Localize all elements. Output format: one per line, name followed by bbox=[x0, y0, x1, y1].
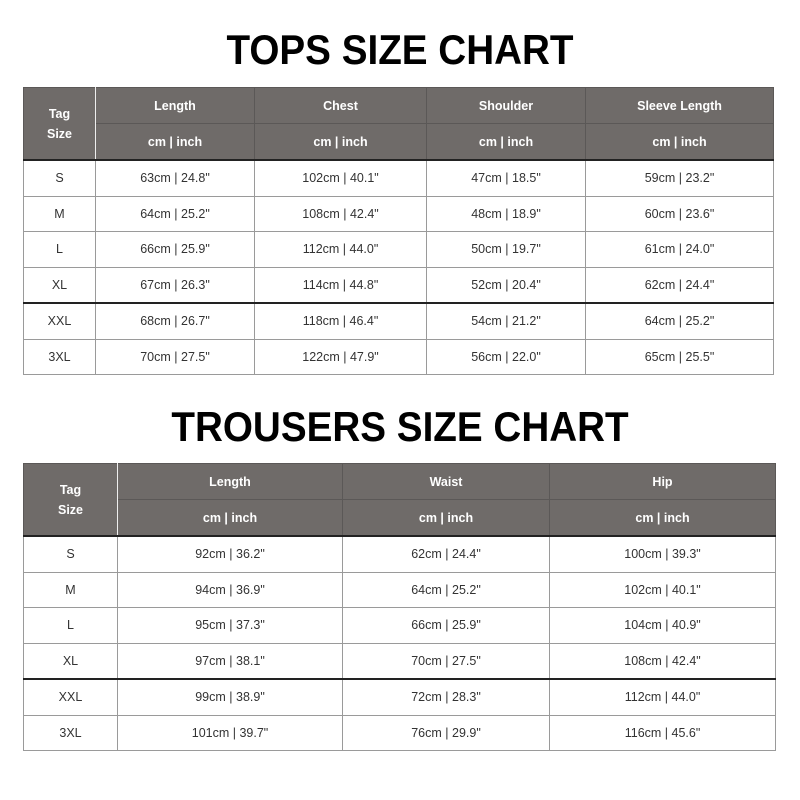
measurement-cell: 65cm | 25.5" bbox=[585, 338, 774, 375]
column-header: Shoulder bbox=[426, 87, 586, 124]
measurement-cell: 122cm | 47.9" bbox=[254, 338, 427, 375]
measurement-cell: 59cm | 23.2" bbox=[585, 159, 774, 197]
table-row: 3XL 70cm | 27.5" 122cm | 47.9" 56cm | 22.0"… bbox=[23, 338, 774, 375]
measurement-cell: 76cm | 29.9" bbox=[342, 714, 550, 751]
measurement-cell: 95cm | 37.3" bbox=[117, 607, 343, 644]
tops-size-chart-title: TOPS SIZE CHART bbox=[226, 26, 574, 73]
measurement-cell: 60cm | 23.6" bbox=[585, 195, 774, 232]
column-header: Waist bbox=[342, 463, 550, 500]
table-row: L 66cm | 25.9" 112cm | 44.0" 50cm | 19.7" 61… bbox=[23, 231, 774, 268]
column-header: Sleeve Length bbox=[585, 87, 774, 124]
column-header: Hip bbox=[549, 463, 776, 500]
size-cell: 3XL bbox=[23, 714, 118, 751]
measurement-cell: 50cm | 19.7" bbox=[426, 231, 586, 268]
unit-header: cm | inch bbox=[426, 123, 586, 161]
column-header: Length bbox=[117, 463, 343, 500]
size-cell: XXL bbox=[23, 302, 96, 340]
table-header: Tag Size Length Chest Shoulder Sleeve Length c… bbox=[23, 87, 774, 161]
measurement-cell: 66cm | 25.9" bbox=[95, 231, 255, 268]
measurement-cell: 70cm | 27.5" bbox=[95, 338, 255, 375]
measurement-cell: 104cm | 40.9" bbox=[549, 607, 776, 644]
tag-header-line: Tag bbox=[59, 482, 82, 497]
measurement-cell: 70cm | 27.5" bbox=[342, 642, 550, 680]
size-cell: L bbox=[23, 231, 96, 268]
measurement-cell: 114cm | 44.8" bbox=[254, 266, 427, 304]
measurement-cell: 92cm | 36.2" bbox=[117, 535, 343, 573]
measurement-cell: 64cm | 25.2" bbox=[95, 195, 255, 232]
table-row: XXL 99cm | 38.9" 72cm | 28.3" 112cm | 44.0" bbox=[23, 678, 776, 716]
tag-header-line: Size bbox=[46, 126, 72, 141]
table-row: S 63cm | 24.8" 102cm | 40.1" 47cm | 18.5" 59… bbox=[23, 159, 774, 197]
size-cell: M bbox=[23, 195, 96, 232]
size-cell: 3XL bbox=[23, 338, 96, 375]
table-row: XL 97cm | 38.1" 70cm | 27.5" 108cm | 42.4" bbox=[23, 642, 776, 680]
unit-row: cm | inch cm | inch cm | inch cm | inch bbox=[24, 123, 774, 161]
size-cell: XXL bbox=[23, 678, 118, 716]
unit-header: cm | inch bbox=[95, 123, 255, 161]
measurement-cell: 54cm | 21.2" bbox=[426, 302, 586, 340]
trousers-size-chart-title: TROUSERS SIZE CHART bbox=[171, 403, 629, 450]
measurement-cell: 64cm | 25.2" bbox=[342, 571, 550, 608]
table-row: XL 67cm | 26.3" 114cm | 44.8" 52cm | 20.4" 6… bbox=[23, 266, 774, 304]
measurement-cell: 100cm | 39.3" bbox=[549, 535, 776, 573]
measurement-cell: 64cm | 25.2" bbox=[585, 302, 774, 340]
size-cell: M bbox=[23, 571, 118, 608]
measurement-cell: 108cm | 42.4" bbox=[549, 642, 776, 680]
tag-header-line: Tag bbox=[48, 106, 71, 121]
measurement-cell: 102cm | 40.1" bbox=[549, 571, 776, 608]
unit-header: cm | inch bbox=[117, 499, 343, 537]
trousers-size-table: Tag Size Length Waist Hip cm | inch cm | inch c… bbox=[23, 463, 776, 751]
header-row: Tag Size Length Waist Hip bbox=[23, 463, 776, 537]
measurement-cell: 102cm | 40.1" bbox=[254, 159, 427, 197]
measurement-cell: 63cm | 24.8" bbox=[95, 159, 255, 197]
tag-header-line: Size bbox=[57, 502, 83, 517]
measurement-cell: 48cm | 18.9" bbox=[426, 195, 586, 232]
measurement-cell: 52cm | 20.4" bbox=[426, 266, 586, 304]
tag-size-header: Tag Size bbox=[23, 463, 118, 537]
table-row: M 94cm | 36.9" 64cm | 25.2" 102cm | 40.1" bbox=[23, 571, 776, 608]
measurement-cell: 118cm | 46.4" bbox=[254, 302, 427, 340]
measurement-cell: 62cm | 24.4" bbox=[585, 266, 774, 304]
measurement-cell: 108cm | 42.4" bbox=[254, 195, 427, 232]
measurement-cell: 66cm | 25.9" bbox=[342, 607, 550, 644]
table-row: S 92cm | 36.2" 62cm | 24.4" 100cm | 39.3" bbox=[23, 535, 776, 573]
measurement-cell: 61cm | 24.0" bbox=[585, 231, 774, 268]
measurement-cell: 62cm | 24.4" bbox=[342, 535, 550, 573]
size-cell: S bbox=[23, 159, 96, 197]
table-row: 3XL 101cm | 39.7" 76cm | 29.9" 116cm | 45.6… bbox=[23, 714, 776, 751]
column-header: Length bbox=[95, 87, 255, 124]
table-row: M 64cm | 25.2" 108cm | 42.4" 48cm | 18.9" 60… bbox=[23, 195, 774, 232]
measurement-cell: 68cm | 26.7" bbox=[95, 302, 255, 340]
table-row: L 95cm | 37.3" 66cm | 25.9" 104cm | 40.9" bbox=[23, 607, 776, 644]
unit-header: cm | inch bbox=[254, 123, 427, 161]
size-cell: L bbox=[23, 607, 118, 644]
measurement-cell: 112cm | 44.0" bbox=[254, 231, 427, 268]
tag-size-header: Tag Size bbox=[23, 87, 96, 161]
measurement-cell: 112cm | 44.0" bbox=[549, 678, 776, 716]
measurement-cell: 94cm | 36.9" bbox=[117, 571, 343, 608]
size-cell: XL bbox=[23, 642, 118, 680]
unit-row: cm | inch cm | inch cm | inch bbox=[24, 499, 776, 537]
size-cell: XL bbox=[23, 266, 96, 304]
tops-size-table: Tag Size Length Chest Shoulder Sleeve Length c… bbox=[23, 87, 774, 375]
measurement-cell: 67cm | 26.3" bbox=[95, 266, 255, 304]
measurement-cell: 101cm | 39.7" bbox=[117, 714, 343, 751]
unit-header: cm | inch bbox=[342, 499, 550, 537]
unit-header: cm | inch bbox=[549, 499, 776, 537]
measurement-cell: 72cm | 28.3" bbox=[342, 678, 550, 716]
size-cell: S bbox=[23, 535, 118, 573]
measurement-cell: 47cm | 18.5" bbox=[426, 159, 586, 197]
column-header: Chest bbox=[254, 87, 427, 124]
measurement-cell: 97cm | 38.1" bbox=[117, 642, 343, 680]
measurement-cell: 116cm | 45.6" bbox=[549, 714, 776, 751]
unit-header: cm | inch bbox=[585, 123, 774, 161]
measurement-cell: 99cm | 38.9" bbox=[117, 678, 343, 716]
table-header: Tag Size Length Waist Hip cm | inch cm | inch c… bbox=[23, 463, 776, 537]
header-row: Tag Size Length Chest Shoulder Sleeve Length bbox=[23, 87, 774, 161]
table-row: XXL 68cm | 26.7" 118cm | 46.4" 54cm | 21.2"… bbox=[23, 302, 774, 340]
measurement-cell: 56cm | 22.0" bbox=[426, 338, 586, 375]
